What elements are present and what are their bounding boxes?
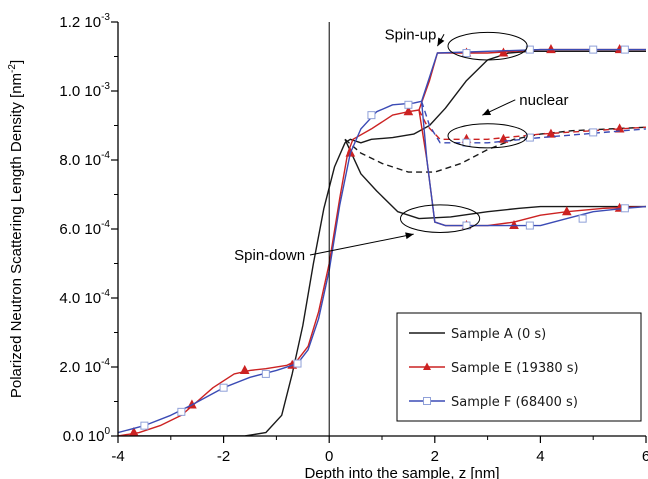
series-3-marker: [620, 45, 629, 54]
axes: 0.0 100 2.0 10-4 4.0 10-4 6.0 10-4 8.0 10-4 1…: [7, 12, 648, 479]
x-axis-label: Depth into the sample, z [nm]: [304, 465, 499, 479]
series-3-marker: [261, 369, 270, 378]
annotation-arrow-line: [309, 233, 414, 256]
series-3-profile-1: [118, 48, 646, 434]
series-2-marker: [546, 44, 556, 54]
series-2-marker: [614, 123, 625, 133]
y-tick-label: 8.0 10-4: [59, 150, 110, 169]
series-group: [118, 44, 646, 436]
y-tick-label: 0.0 100: [63, 426, 111, 445]
series-3-marker: [578, 214, 587, 223]
annotation-label: Spin-up: [385, 26, 437, 43]
series-2-marker: [239, 364, 250, 374]
series-3-marker: [620, 204, 629, 213]
series-2-marker: [561, 206, 572, 216]
series-3-marker: [367, 111, 376, 120]
series-3-marker: [462, 49, 471, 58]
x-tick-label: -4: [111, 448, 124, 465]
x-tick-label: 0: [325, 448, 333, 465]
series-3: [118, 45, 646, 434]
plot-area: [118, 44, 646, 436]
annotation-ellipse: [447, 123, 528, 149]
annotation-arrow-head: [437, 37, 445, 47]
series-3-marker: [589, 45, 598, 54]
x-tick-label: 6: [642, 448, 648, 465]
x-tick-label: 2: [431, 448, 439, 465]
series-3-marker: [404, 100, 413, 109]
annotation-label: Spin-down: [234, 247, 305, 264]
y-tick-label: 1.2 10-3: [59, 12, 110, 31]
series-3-marker: [293, 359, 302, 368]
y-tick-label: 6.0 10-4: [59, 219, 110, 238]
y-tick-label: 1.0 10-3: [59, 81, 110, 100]
annotation-ellipse: [447, 31, 528, 61]
legend-label: Sample A (0 s): [451, 327, 546, 342]
annotation-arrow-head: [482, 108, 492, 116]
annotations: Spin-up nuclear Spin-down: [234, 26, 568, 264]
series-3-marker: [525, 221, 534, 230]
series-2-profile-1: [118, 48, 646, 436]
series-3-marker: [140, 421, 149, 430]
y-tick-label: 4.0 10-4: [59, 288, 110, 307]
series-3-marker: [177, 407, 186, 416]
series-3-profile-3: [420, 101, 646, 227]
x-tick-label: -2: [217, 448, 230, 465]
legend: Sample A (0 s) Sample E (19380 s) Sample F…: [396, 312, 642, 422]
series-2-marker: [403, 106, 414, 116]
legend-label: Sample F (68400 s): [451, 395, 578, 410]
legend-marker: [423, 397, 431, 405]
y-tick-label: 2.0 10-4: [59, 357, 110, 376]
series-3-marker: [219, 383, 228, 392]
x-tick-label: 4: [536, 448, 544, 465]
legend-marker: [423, 362, 431, 370]
annotation-arrow-head: [405, 232, 414, 240]
y-axis-label: Polarized Neutron Scattering Length Dens…: [7, 60, 25, 398]
legend-label: Sample E (19380 s): [451, 361, 579, 376]
annotation-label: nuclear: [519, 92, 568, 109]
annotation-ellipse: [399, 204, 481, 233]
series-2-marker: [509, 219, 519, 230]
series-3-marker: [589, 128, 598, 137]
series-2-marker: [498, 47, 509, 57]
series-2-marker: [546, 128, 556, 138]
series-3-profile-2: [420, 101, 646, 144]
